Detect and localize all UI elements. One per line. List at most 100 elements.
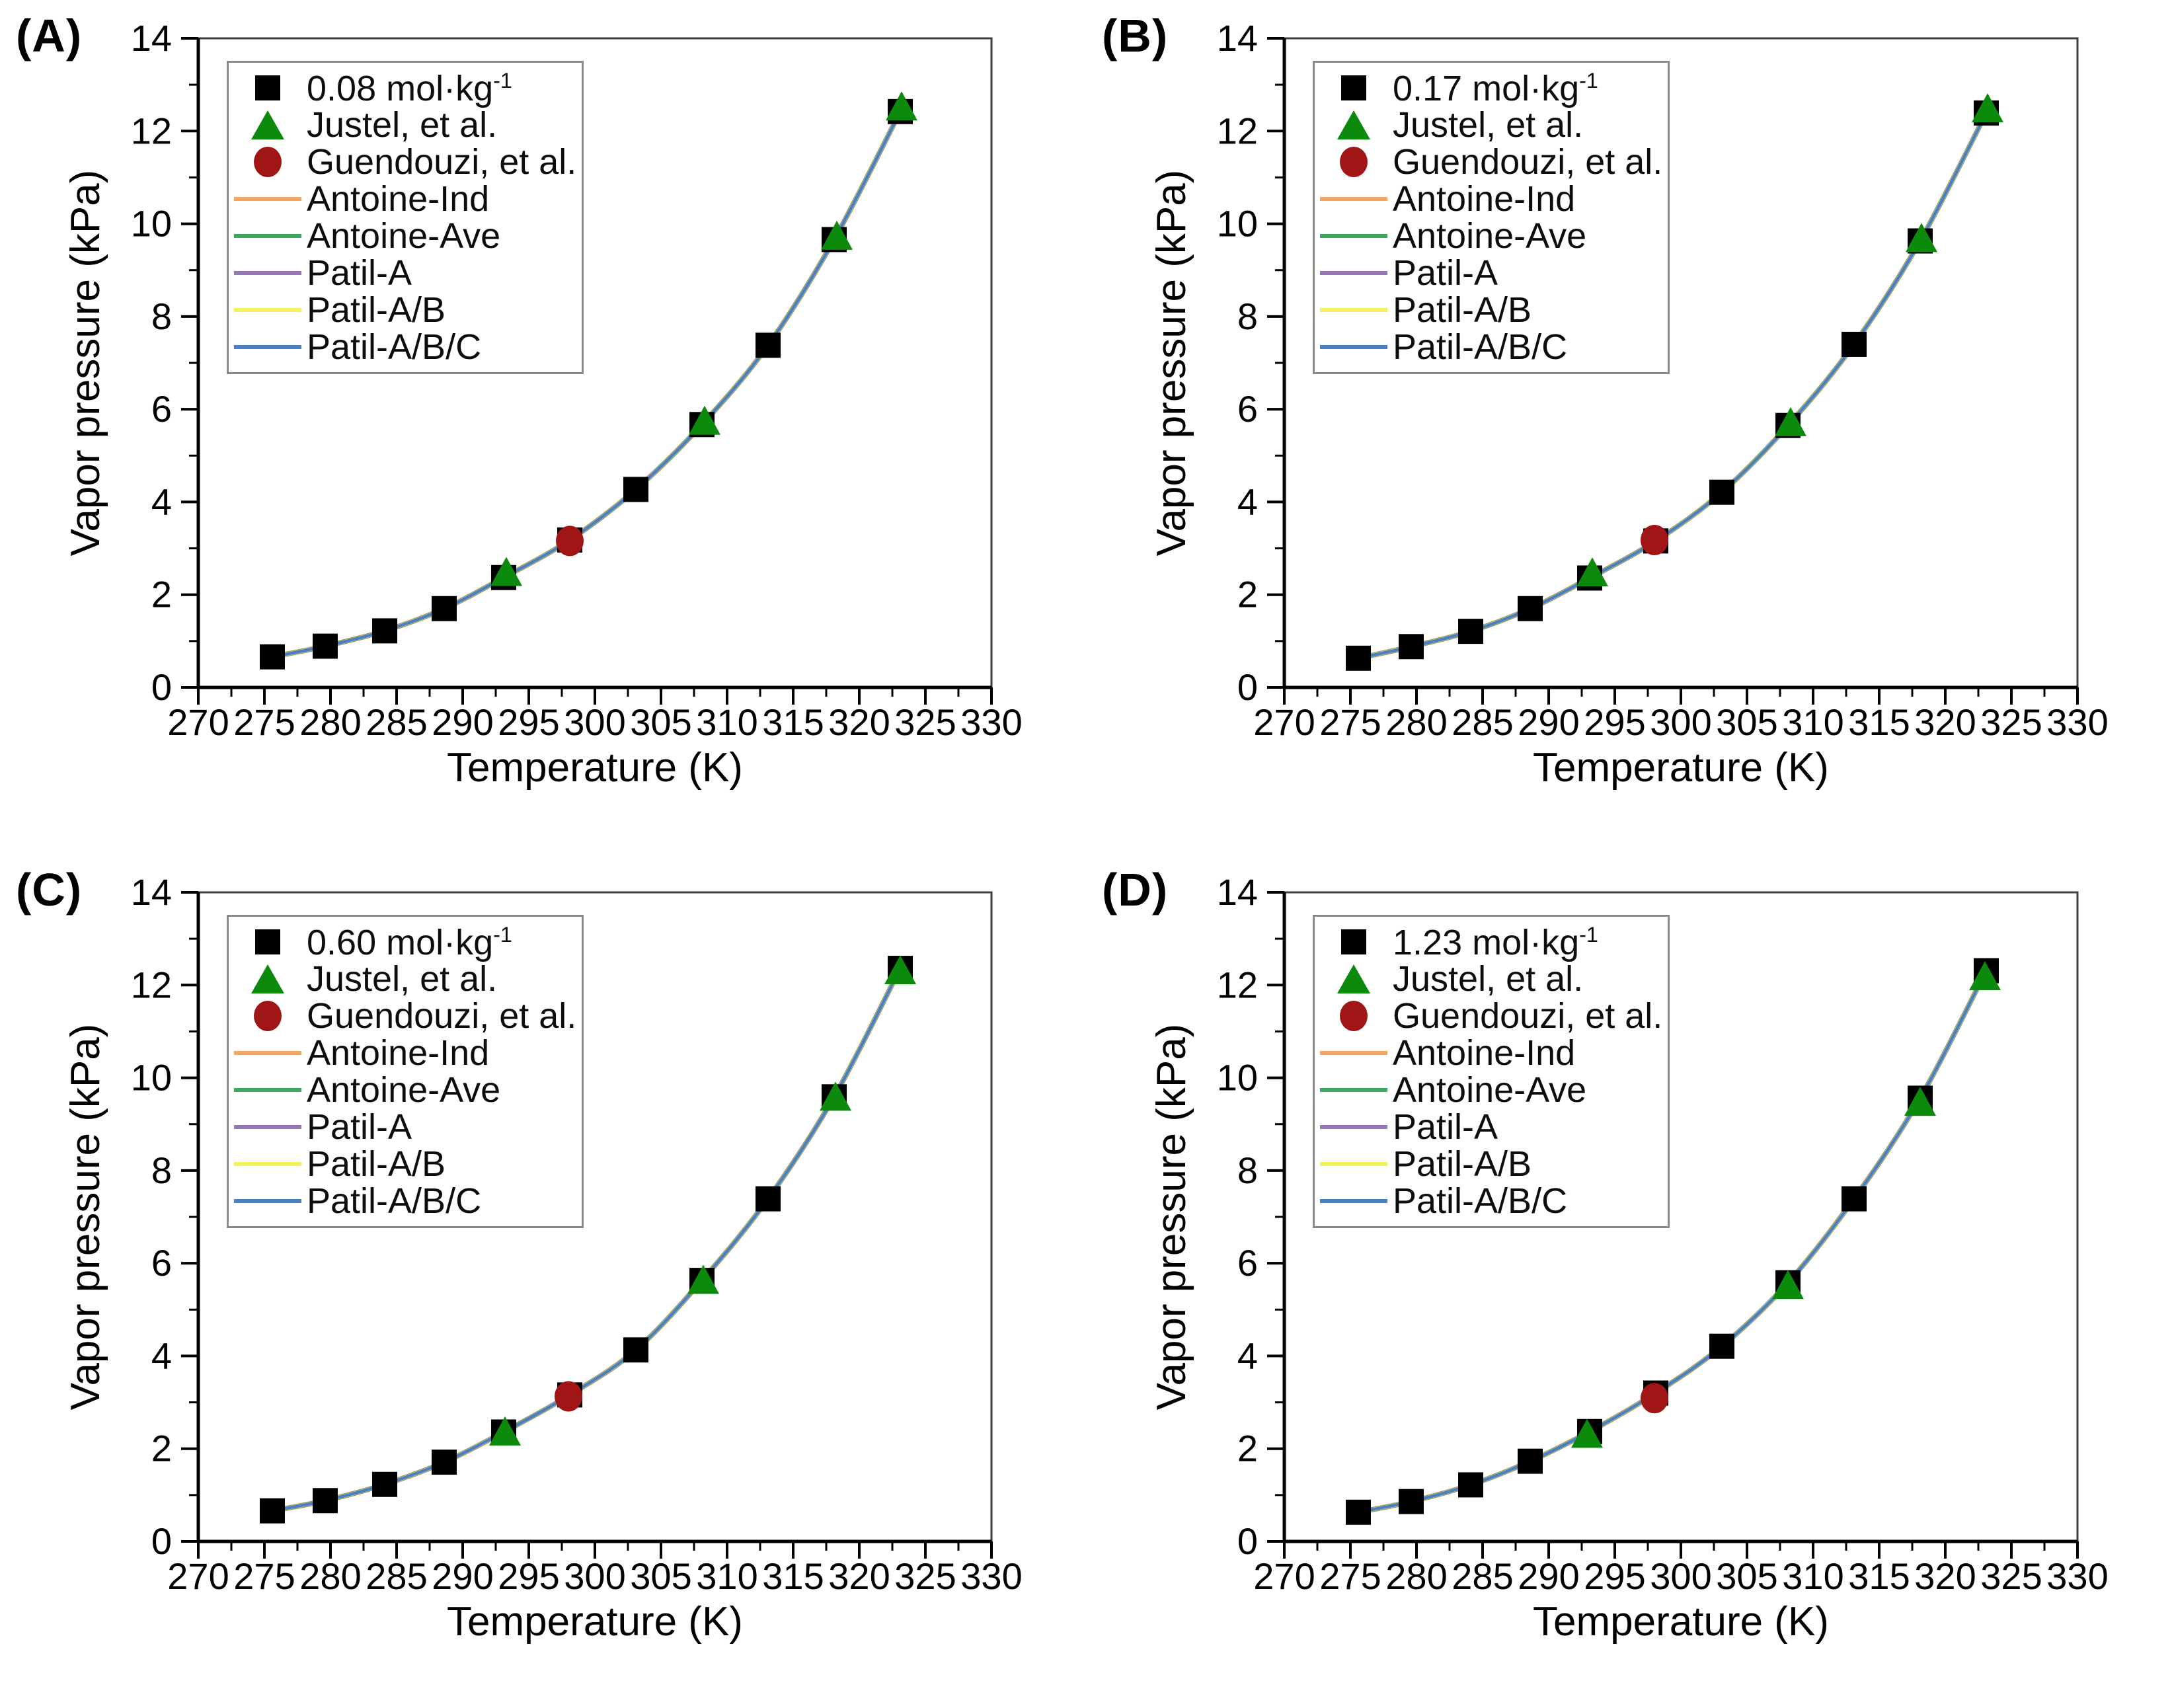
patil-ab-line-icon	[1320, 308, 1387, 312]
square-marker-icon	[1341, 75, 1366, 100]
legend-label: Guendouzi, et al.	[1393, 996, 1663, 1036]
x-tick-label: 315	[1848, 701, 1910, 743]
legend-label: Antoine-Ind	[307, 179, 490, 219]
legend-item: 0.08 mol·kg-1	[229, 68, 582, 108]
x-tick-label: 290	[1518, 701, 1579, 743]
x-tick-label: 280	[299, 1555, 361, 1597]
y-tick-label: 10	[131, 1057, 172, 1099]
y-axis-title: Vapor pressure (kPa)	[63, 170, 108, 557]
y-axis-title: Vapor pressure (kPa)	[1149, 170, 1194, 557]
data-point-triangle	[1571, 1418, 1603, 1448]
y-tick-label: 12	[131, 110, 172, 151]
legend-label-superscript: -1	[1579, 68, 1598, 93]
x-tick-label: 330	[2046, 1555, 2108, 1597]
x-tick-label: 270	[1253, 1555, 1315, 1597]
x-tick-label: 270	[1253, 701, 1315, 743]
x-tick-label: 275	[233, 1555, 295, 1597]
x-tick-label: 285	[366, 1555, 427, 1597]
legend-swatch	[229, 929, 307, 954]
patil-a-line-icon	[234, 271, 301, 275]
x-tick-label: 330	[960, 1555, 1022, 1597]
x-tick-label: 270	[167, 1555, 229, 1597]
legend-item: Guendouzi, et al.	[1315, 996, 1668, 1036]
y-tick-label: 14	[131, 871, 172, 913]
circle-marker-icon	[1340, 147, 1368, 177]
data-point-triangle	[1904, 1087, 1936, 1116]
x-tick-label: 270	[167, 701, 229, 743]
x-tick-label: 330	[960, 701, 1022, 743]
data-point-triangle	[1969, 961, 2001, 991]
data-point-triangle	[886, 91, 917, 121]
patil-abc-line-icon	[234, 345, 301, 349]
y-tick-label: 0	[1237, 1520, 1258, 1562]
x-tick-label: 295	[1584, 701, 1645, 743]
patil-ab-line-icon	[234, 308, 301, 312]
legend-swatch	[1315, 110, 1393, 139]
data-point-square	[756, 1186, 781, 1212]
legend-label: Patil-A/B	[1393, 290, 1532, 330]
y-tick-label: 8	[151, 295, 172, 337]
legend-item: Patil-A	[229, 255, 582, 291]
legend-label: Justel, et al.	[307, 959, 498, 999]
data-point-square	[1399, 634, 1424, 660]
legend-swatch	[1315, 1001, 1393, 1031]
data-point-triangle	[1906, 223, 1937, 252]
legend-label-superscript: -1	[493, 922, 512, 947]
legend-swatch	[229, 308, 307, 312]
legend-swatch	[229, 1125, 307, 1129]
legend-item: Antoine-Ave	[229, 1072, 582, 1108]
x-tick-label: 280	[1385, 1555, 1447, 1597]
x-tick-label: 310	[1782, 1555, 1843, 1597]
legend-label: Patil-A	[1393, 1107, 1498, 1147]
y-tick-label: 2	[151, 574, 172, 615]
square-marker-icon	[255, 75, 280, 100]
legend-swatch	[229, 75, 307, 100]
legend-swatch	[1315, 1199, 1393, 1203]
legend-label-superscript: -1	[493, 68, 512, 93]
legend-item: Patil-A/B/C	[229, 1181, 582, 1221]
legend-label: 1.23 mol·kg-1	[1393, 923, 1598, 960]
legend-swatch	[229, 1088, 307, 1092]
x-tick-label: 275	[233, 701, 295, 743]
x-tick-label: 305	[1716, 701, 1777, 743]
legend-box-d: 1.23 mol·kg-1 Justel, et al. Guendouzi, et…	[1313, 915, 1670, 1228]
data-point-square	[372, 1471, 397, 1497]
data-point-square	[313, 1488, 338, 1514]
legend-label: Patil-A/B	[307, 1144, 446, 1184]
data-point-square	[623, 1337, 648, 1363]
legend-label: Guendouzi, et al.	[307, 996, 577, 1036]
data-point-square	[432, 596, 457, 621]
circle-marker-icon	[254, 147, 282, 177]
triangle-marker-icon	[251, 110, 284, 139]
legend-label-text: 0.08 mol·kg	[307, 68, 494, 108]
legend-label: Justel, et al.	[1393, 959, 1584, 999]
legend-label: Patil-A/B/C	[307, 1181, 482, 1221]
x-axis-title: Temperature (K)	[1533, 1599, 1829, 1645]
legend-item: Patil-A	[1315, 1107, 1668, 1147]
antoine-ind-line-icon	[234, 1051, 301, 1055]
x-tick-label: 285	[1452, 701, 1513, 743]
panel-letter-d: (D)	[1102, 864, 1169, 915]
legend-item: 1.23 mol·kg-1	[1315, 923, 1668, 960]
y-tick-label: 10	[1217, 203, 1258, 245]
circle-marker-icon	[1340, 1001, 1368, 1031]
legend-swatch	[229, 147, 307, 177]
square-marker-icon	[255, 929, 280, 954]
x-tick-label: 305	[630, 701, 691, 743]
y-tick-label: 10	[131, 203, 172, 245]
legend-item: Antoine-Ind	[229, 1033, 582, 1073]
legend-item: 0.17 mol·kg-1	[1315, 68, 1668, 106]
data-point-square	[260, 1498, 285, 1524]
x-tick-label: 290	[432, 1555, 493, 1597]
x-tick-label: 275	[1319, 701, 1381, 743]
legend-swatch	[1315, 345, 1393, 349]
legend-label: Antoine-Ind	[307, 1033, 490, 1073]
y-tick-label: 4	[151, 481, 172, 522]
patil-a-line-icon	[234, 1125, 301, 1129]
legend-swatch	[229, 964, 307, 993]
data-point-triangle	[1775, 407, 1806, 436]
patil-ab-line-icon	[1320, 1162, 1387, 1166]
legend-swatch	[229, 197, 307, 201]
y-tick-label: 2	[1237, 574, 1258, 615]
